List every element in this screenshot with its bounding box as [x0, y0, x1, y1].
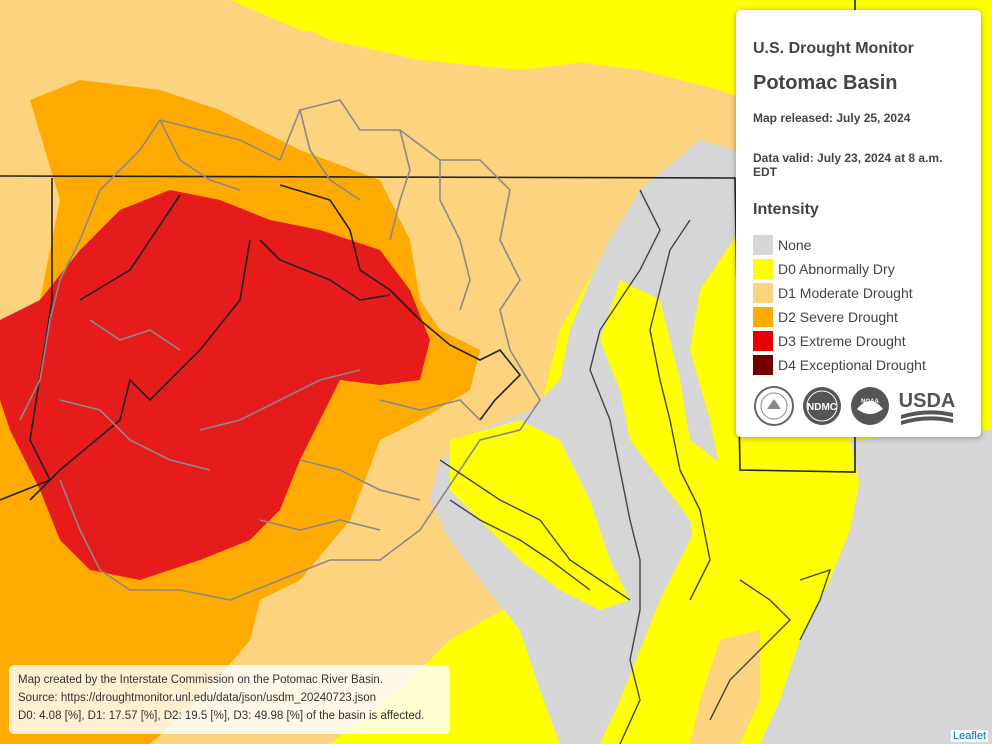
swatch-none [753, 235, 773, 255]
agency-logos: NDMC NOAA USDA [753, 385, 965, 427]
noaa-logo-icon: NOAA [851, 387, 889, 425]
legend-item-d3: D3 Extreme Drought [753, 329, 965, 353]
noaa-logo-text: NOAA [861, 399, 879, 405]
attribution-source: Source: https://droughtmonitor.unl.edu/d… [18, 692, 377, 704]
d3-region [0, 190, 430, 580]
swatch-d1 [753, 283, 773, 303]
legend-item-d4: D4 Exceptional Drought [753, 353, 965, 377]
ndmc-logo-icon: NDMC [803, 387, 841, 425]
d0-region-top [250, 0, 720, 70]
legend-title: Potomac Basin [753, 72, 898, 94]
none-region-bay [850, 430, 992, 485]
legend-item-d1: D1 Moderate Drought [753, 281, 965, 305]
intensity-heading: Intensity [753, 201, 819, 218]
data-valid-date: Data valid: July 23, 2024 at 8 a.m. EDT [753, 151, 943, 179]
intensity-list: None D0 Abnormally Dry D1 Moderate Droug… [753, 233, 965, 377]
legend-item-d2: D2 Severe Drought [753, 305, 965, 329]
d0-strip-delmarva [600, 280, 850, 690]
dept-commerce-seal-icon [754, 386, 794, 426]
map-attribution: Map created by the Interstate Commission… [9, 665, 450, 734]
d0-strip-potomac [450, 420, 630, 610]
leaflet-link[interactable]: Leaflet [950, 730, 988, 742]
map-released-date: Map released: July 25, 2024 [753, 111, 911, 125]
legend-heading: U.S. Drought Monitor [753, 40, 914, 57]
attribution-credit: Map created by the Interstate Commission… [18, 674, 383, 686]
attribution-stats: D0: 4.08 [%], D1: 17.57 [%], D2: 19.5 [%… [18, 710, 425, 722]
coastline [439, 189, 832, 744]
legend-item-d0: D0 Abnormally Dry [753, 257, 965, 281]
usda-logo-text: USDA [899, 390, 956, 412]
ndmc-logo-text: NDMC [807, 402, 837, 413]
usda-logo-icon: USDA [899, 390, 956, 425]
watershed-boundaries [19, 99, 541, 601]
legend-panel: U.S. Drought Monitor Potomac Basin Map r… [736, 10, 981, 437]
swatch-d3 [753, 331, 773, 351]
none-region-east [760, 470, 992, 744]
none-region [430, 140, 740, 744]
d1-patch-shore [690, 630, 760, 744]
swatch-d0 [753, 259, 773, 279]
swatch-d2 [753, 307, 773, 327]
swatch-d4 [753, 355, 773, 375]
legend-item-none: None [753, 233, 965, 257]
